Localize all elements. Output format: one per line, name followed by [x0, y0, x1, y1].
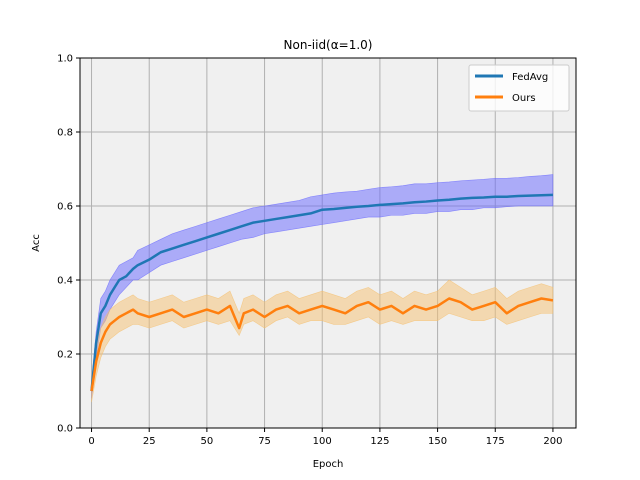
x-tick-label: 100 — [313, 436, 332, 447]
legend: FedAvg Ours — [468, 64, 570, 112]
x-tick-label: 175 — [486, 436, 505, 447]
plot-frame — [79, 57, 577, 429]
y-axis: 0.0 0.2 0.4 0.6 0.8 1.0 — [57, 54, 80, 435]
y-tick-label: 0.4 — [57, 276, 73, 287]
y-tick-label: 1.0 — [57, 54, 73, 65]
y-tick-label: 0.2 — [57, 350, 73, 361]
legend-label-fedavg: FedAvg — [512, 72, 548, 83]
x-tick-label: 150 — [428, 436, 447, 447]
x-axis: 0 25 50 75 100 125 150 175 200 — [88, 428, 562, 447]
x-tick-label: 0 — [88, 436, 94, 447]
chart-title: Non-iid(α=1.0) — [284, 38, 373, 52]
x-axis-label: Epoch — [313, 459, 344, 470]
legend-label-ours: Ours — [512, 93, 536, 104]
x-tick-label: 200 — [543, 436, 562, 447]
line-fedavg — [90, 193, 553, 392]
x-tick-label: 50 — [201, 436, 214, 447]
grid — [80, 57, 576, 429]
x-tick-label: 75 — [258, 436, 271, 447]
x-tick-label: 125 — [370, 436, 389, 447]
y-tick-label: 0.0 — [57, 424, 73, 435]
y-axis-label: Acc — [31, 234, 42, 252]
line-ours — [90, 297, 554, 392]
y-tick-label: 0.8 — [57, 128, 73, 139]
x-tick-label: 25 — [143, 436, 156, 447]
series-lines — [90, 193, 554, 392]
y-tick-label: 0.6 — [57, 202, 73, 213]
band-fedavg — [91, 174, 554, 399]
